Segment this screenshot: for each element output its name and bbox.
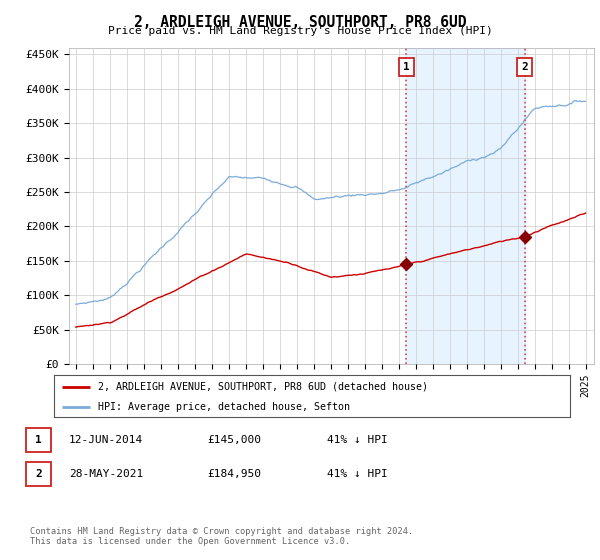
Text: 41% ↓ HPI: 41% ↓ HPI	[327, 469, 388, 479]
Text: 2: 2	[521, 62, 528, 72]
Text: Price paid vs. HM Land Registry's House Price Index (HPI): Price paid vs. HM Land Registry's House …	[107, 26, 493, 36]
Text: 12-JUN-2014: 12-JUN-2014	[69, 435, 143, 445]
Text: 2, ARDLEIGH AVENUE, SOUTHPORT, PR8 6UD (detached house): 2, ARDLEIGH AVENUE, SOUTHPORT, PR8 6UD (…	[98, 382, 428, 392]
Bar	[406, 48, 524, 364]
Text: 1: 1	[403, 62, 410, 72]
Text: Contains HM Land Registry data © Crown copyright and database right 2024.
This d: Contains HM Land Registry data © Crown c…	[30, 526, 413, 546]
Text: 2: 2	[35, 469, 42, 479]
Text: £184,950: £184,950	[207, 469, 261, 479]
Text: 2, ARDLEIGH AVENUE, SOUTHPORT, PR8 6UD: 2, ARDLEIGH AVENUE, SOUTHPORT, PR8 6UD	[134, 15, 466, 30]
Text: 41% ↓ HPI: 41% ↓ HPI	[327, 435, 388, 445]
Text: 1: 1	[35, 435, 42, 445]
Text: HPI: Average price, detached house, Sefton: HPI: Average price, detached house, Seft…	[98, 402, 350, 412]
Text: £145,000: £145,000	[207, 435, 261, 445]
Text: 28-MAY-2021: 28-MAY-2021	[69, 469, 143, 479]
